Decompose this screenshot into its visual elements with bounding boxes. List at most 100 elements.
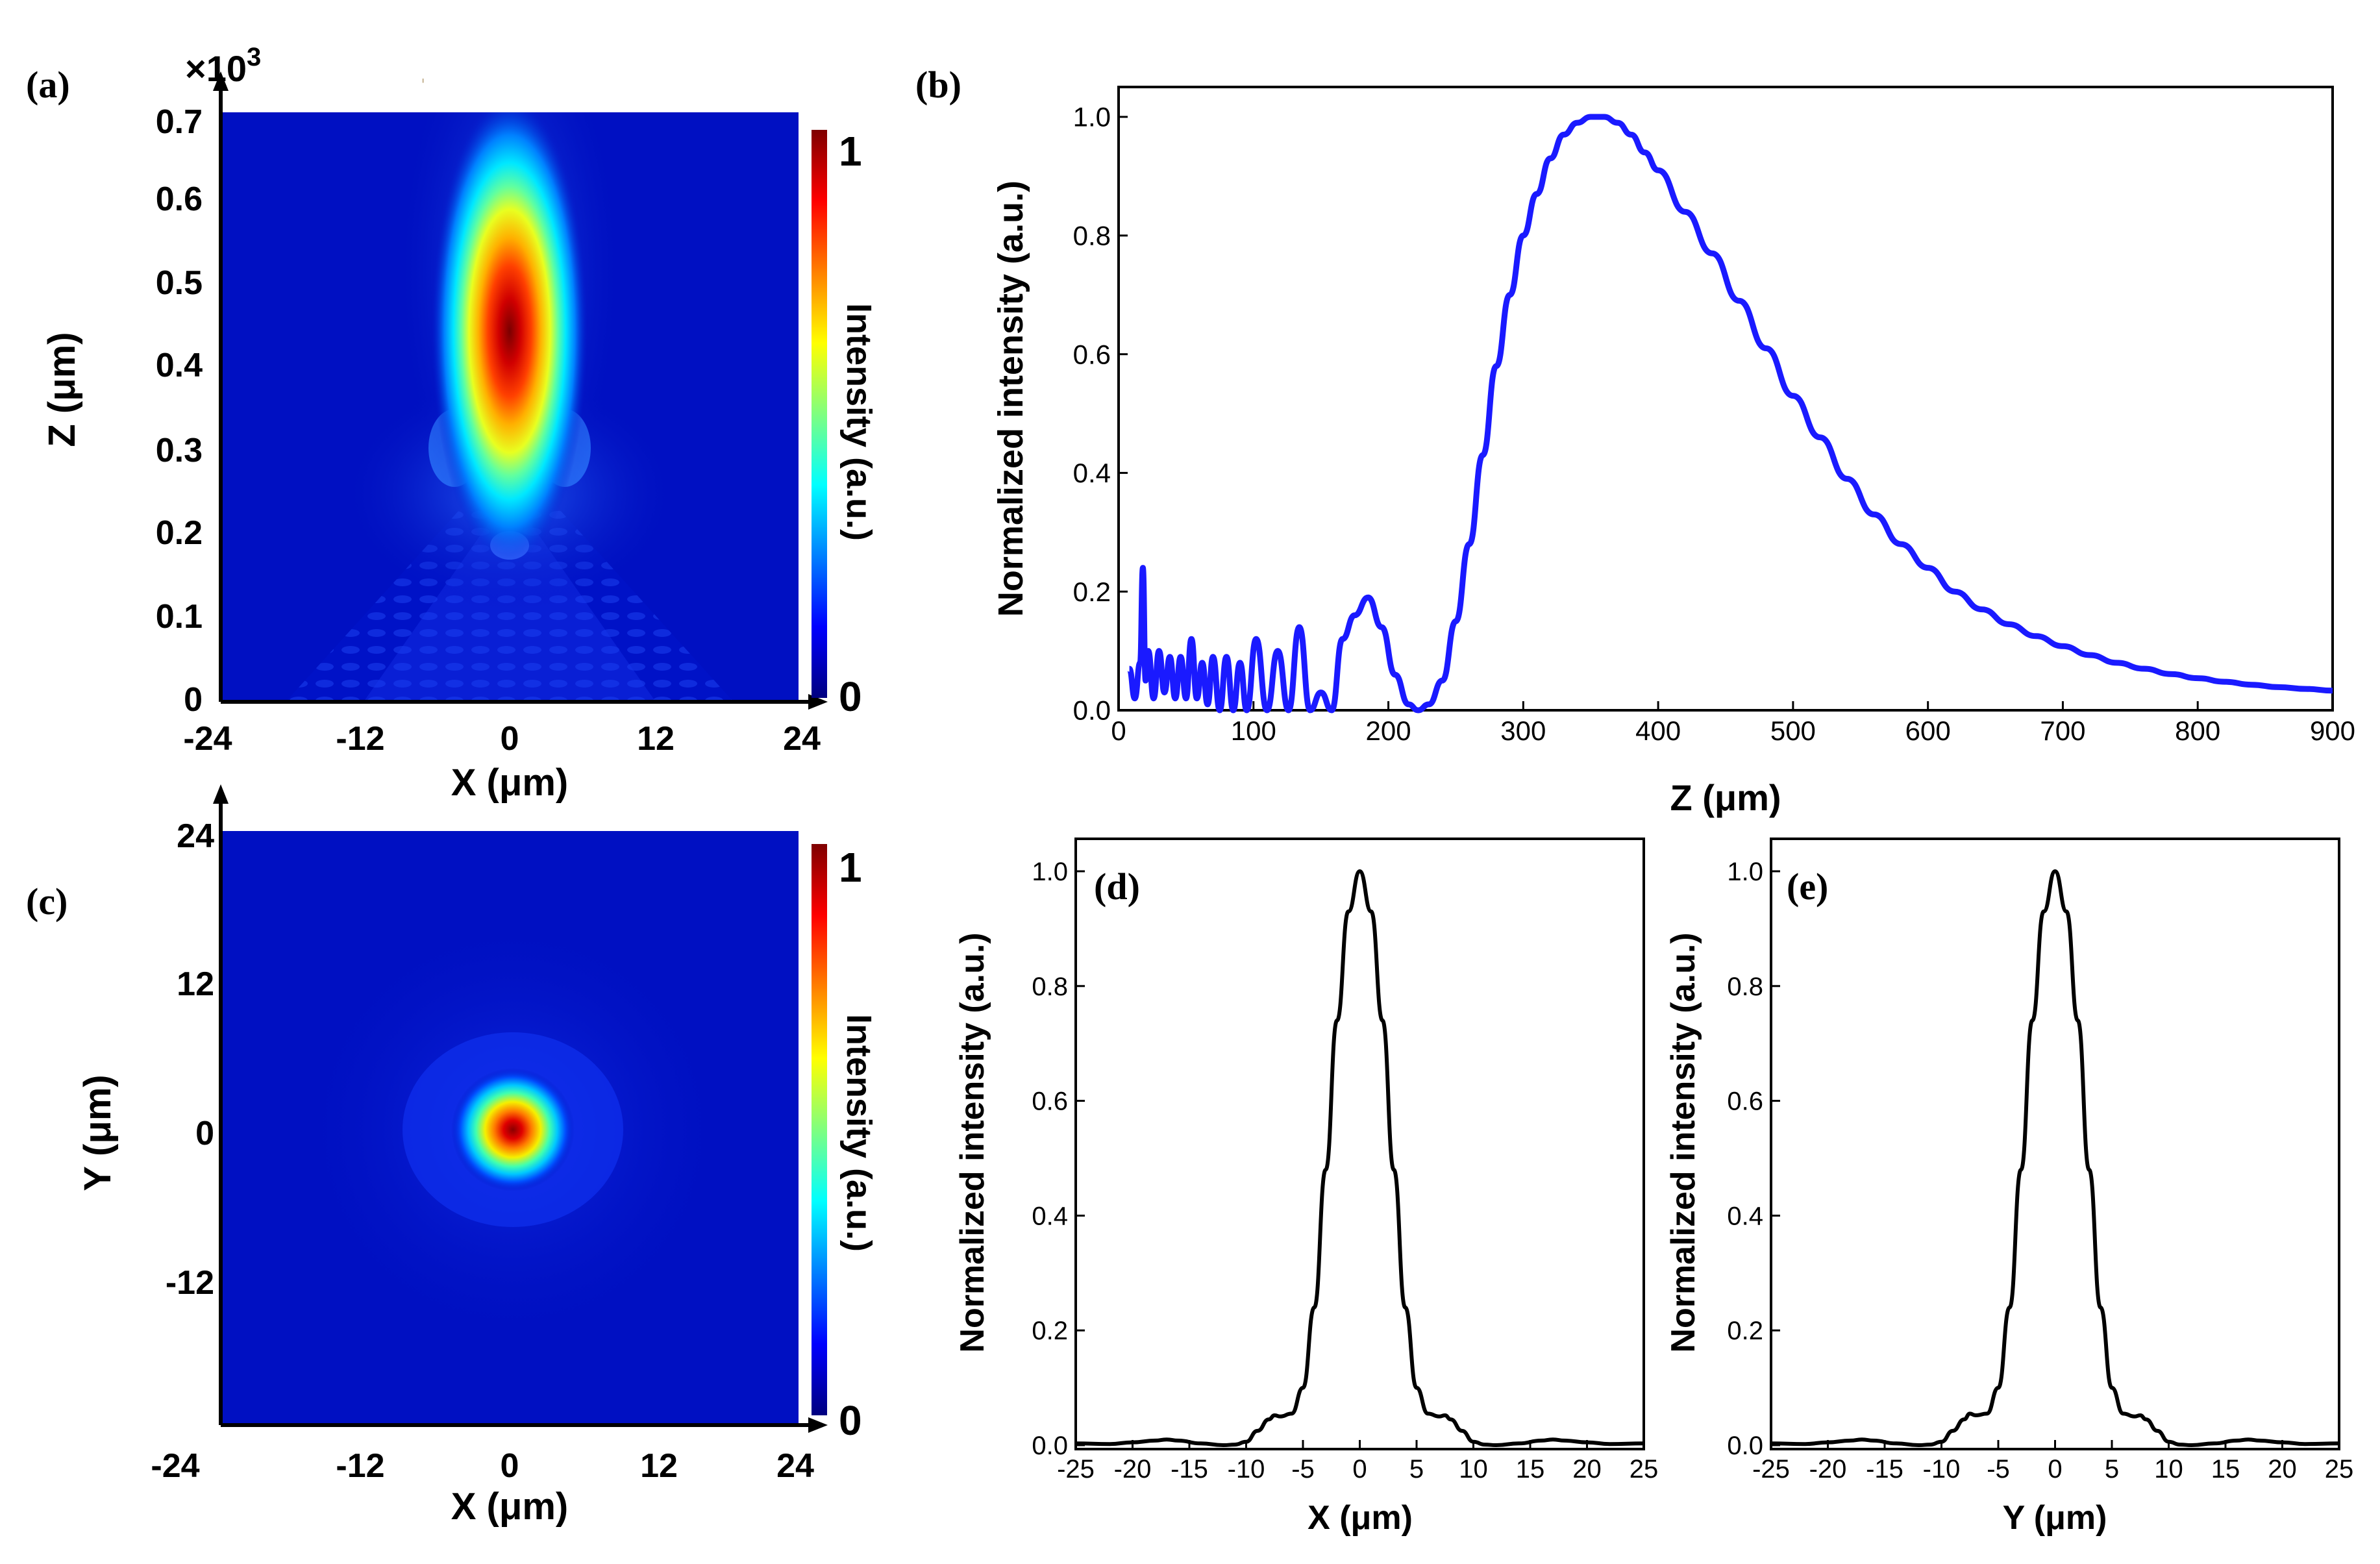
panel-a-label: (a) <box>26 64 70 106</box>
panel-b-label: (b) <box>915 64 961 106</box>
tick-label-x: 15 <box>1516 1455 1545 1483</box>
tick-label-x: 500 <box>1770 715 1816 746</box>
tick-a-x: -24 <box>183 720 232 758</box>
tick-label-x: 5 <box>1409 1455 1424 1483</box>
ylabel-a: Z (μm) <box>41 332 83 447</box>
xlabel-a: X (μm) <box>451 762 569 804</box>
tick-c-y: 12 <box>177 965 214 1003</box>
plot-e-frame <box>1770 838 2340 1450</box>
ticks-d-y: 0.0 0.2 0.4 0.6 0.8 1.0 <box>1032 858 1085 1460</box>
tick-c-x: 24 <box>776 1447 814 1485</box>
tick-a-y: 0.1 <box>156 598 203 636</box>
xlabel-e: Y (μm) <box>2003 1499 2107 1537</box>
tick-c-y: -12 <box>166 1264 214 1302</box>
tick-label-x: -5 <box>1291 1455 1315 1483</box>
tick-a-y: 0.2 <box>156 514 203 552</box>
plot-d-frame <box>1074 838 1645 1450</box>
ylabel-c: Y (μm) <box>77 1074 119 1191</box>
tick-a-y: 0.3 <box>156 432 203 469</box>
ylabel-b: Normalized intensity (a.u.) <box>991 180 1030 617</box>
colorbar-a-max: 1 <box>839 128 862 175</box>
tick-a-y: 0.5 <box>156 264 203 302</box>
ticks-d-x: -25 -20 -15 -10 -5 0 5 10 15 20 25 <box>1057 1440 1658 1483</box>
tick-c-x: 0 <box>501 1447 519 1485</box>
panel-c-label: (c) <box>26 880 68 923</box>
ticks-b-x: 0 100 200 300 400 500 600 700 800 900 <box>1111 701 2355 746</box>
tick-label-y: 0.2 <box>1727 1317 1763 1345</box>
panel-c: (c) 24 12 0 -12 -24 -12 0 12 24 X (μm) Y… <box>26 784 878 1528</box>
tick-label-x: 0 <box>1111 715 1126 746</box>
tick-label-x: -10 <box>1923 1455 1961 1483</box>
plot-b-frame <box>1117 86 2334 712</box>
tick-label-x: -15 <box>1171 1455 1208 1483</box>
tick-label-x: 0 <box>1352 1455 1367 1483</box>
tick-label-x: 300 <box>1500 715 1546 746</box>
tick-label-x: 25 <box>1630 1455 1659 1483</box>
tick-label-x: -25 <box>1057 1455 1095 1483</box>
tick-a-x: 24 <box>783 720 821 758</box>
tick-c-y: 24 <box>177 817 214 855</box>
tick-label-y: 0.6 <box>1727 1087 1763 1116</box>
tick-label-y: 0.0 <box>1073 695 1111 726</box>
tick-a-y: 0 <box>184 681 203 719</box>
tick-label-y: 0.8 <box>1073 221 1111 251</box>
tick-label-y: 0.4 <box>1032 1202 1068 1230</box>
tick-label-x: 200 <box>1366 715 1411 746</box>
panel-d: (d) 0.0 0.2 0.4 0.6 0.8 1.0 -25 -20 -15 -10 -5 0 5 1… <box>954 838 1658 1537</box>
tick-label-x: 900 <box>2310 715 2355 746</box>
panel-a: (a) ×103 ˈ 0 0.1 0.2 0.3 0.4 <box>26 43 878 804</box>
tick-label-x: -25 <box>1752 1455 1790 1483</box>
series-line <box>1126 114 2333 714</box>
tick-label-x: -20 <box>1114 1455 1152 1483</box>
colorbar-a-label: Intensity (a.u.) <box>839 303 878 541</box>
panel-b: (b) 0.0 0.2 0.4 0.6 0.8 1.0 0 100 200 300 400 500 6… <box>915 64 2355 818</box>
colorbar-c-min: 0 <box>839 1397 862 1444</box>
tick-a-x: -12 <box>336 720 384 758</box>
tick-c-x: -12 <box>336 1447 384 1485</box>
tick-label-x: 20 <box>1572 1455 1602 1483</box>
multiplier-a: ×103 <box>185 43 261 89</box>
tick-label-y: 1.0 <box>1032 858 1068 886</box>
tick-c-y: 0 <box>195 1115 214 1152</box>
tick-label-x: 5 <box>2105 1455 2119 1483</box>
tick-c-corner: -24 <box>151 1447 199 1485</box>
colorbar-a <box>812 130 827 698</box>
tick-label-y: 0.2 <box>1032 1317 1068 1345</box>
tick-label-y: 0.0 <box>1727 1432 1763 1460</box>
tick-label-x: 0 <box>2048 1455 2062 1483</box>
tick-label-y: 0.0 <box>1032 1432 1068 1460</box>
tick-label-x: 700 <box>2040 715 2085 746</box>
xlabel-d: X (μm) <box>1308 1499 1413 1537</box>
tick-label-y: 0.6 <box>1073 339 1111 369</box>
ticks-b-y: 0.0 0.2 0.4 0.6 0.8 1.0 <box>1073 102 1128 726</box>
ticks-e-y: 0.0 0.2 0.4 0.6 0.8 1.0 <box>1727 858 1780 1460</box>
tick-label-y: 0.4 <box>1727 1202 1763 1230</box>
panel-d-label: (d) <box>1094 865 1140 908</box>
xlabel-c: X (μm) <box>451 1485 569 1528</box>
ticks-e-x: -25 -20 -15 -10 -5 0 5 10 15 20 25 <box>1752 1440 2353 1483</box>
tick-label-y: 0.2 <box>1073 577 1111 607</box>
tick-a-x: 12 <box>637 720 675 758</box>
tick-label-x: 800 <box>2175 715 2220 746</box>
tick-a-y: 0.4 <box>156 347 203 384</box>
ticks-c-x: -24 -12 0 12 24 <box>151 1447 814 1485</box>
series-b <box>1126 114 2333 714</box>
colorbar-a-min: 0 <box>839 673 862 720</box>
tick-label-y: 1.0 <box>1073 102 1111 132</box>
svg-text:ˈ: ˈ <box>419 75 427 103</box>
tick-label-x: 25 <box>2325 1455 2354 1483</box>
tick-label-x: 100 <box>1231 715 1276 746</box>
tick-label-x: -15 <box>1866 1455 1903 1483</box>
tick-label-x: 10 <box>2154 1455 2183 1483</box>
ticks-c-y: 24 12 0 -12 <box>166 817 214 1302</box>
series-line <box>1770 869 2340 1447</box>
tick-label-x: -5 <box>1987 1455 2010 1483</box>
tick-label-y: 0.8 <box>1032 973 1068 1001</box>
panel-e-label: (e) <box>1787 865 1828 908</box>
tick-label-x: 600 <box>1905 715 1951 746</box>
tick-label-x: 20 <box>2268 1455 2297 1483</box>
tick-label-y: 0.8 <box>1727 973 1763 1001</box>
ticks-a-y: 0 0.1 0.2 0.3 0.4 0.5 0.6 0.7 <box>156 103 203 719</box>
series-d <box>1075 869 1644 1447</box>
tick-a-y: 0.7 <box>156 103 203 141</box>
